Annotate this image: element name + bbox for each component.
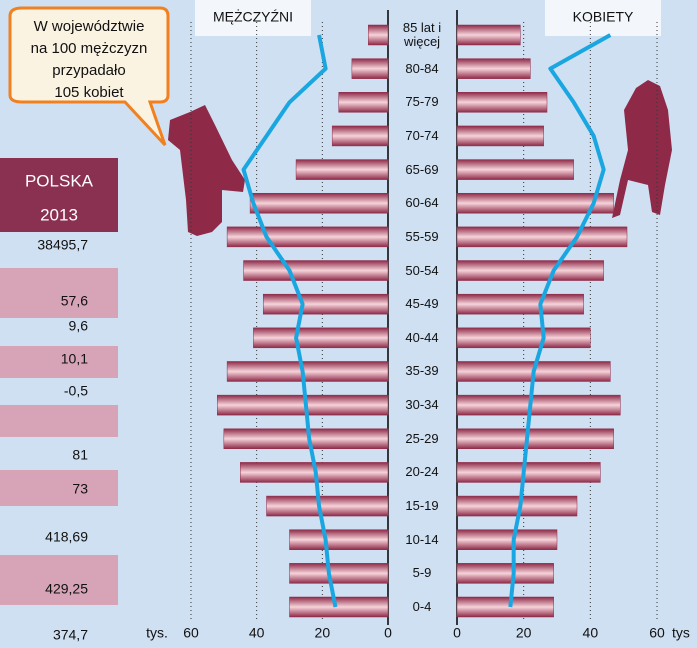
women-label: KOBIETY [573, 9, 634, 25]
callout-text: W województwie [34, 18, 145, 35]
bar [289, 563, 389, 584]
bar [266, 495, 389, 517]
table-value: 81 [72, 447, 88, 463]
table-value: 429,25 [45, 581, 88, 597]
table-value: -0,5 [64, 383, 88, 399]
category-label: 10-14 [405, 531, 439, 547]
bar [243, 260, 389, 281]
x-tick-label: 40 [583, 625, 599, 641]
x-unit-right: tys [672, 625, 690, 641]
category-label: 80-84 [405, 60, 439, 76]
bar [456, 226, 628, 248]
table-value: 9,6 [69, 318, 89, 334]
bar [456, 428, 614, 450]
men-label-box [195, 0, 311, 36]
category-label: 45-49 [405, 296, 439, 312]
table-value: 374,7 [53, 627, 88, 643]
woman-figure [612, 80, 672, 218]
bar [456, 24, 521, 46]
bar [456, 92, 548, 113]
bar [295, 159, 389, 180]
bar [456, 260, 604, 281]
bar [249, 192, 389, 214]
man-figure [168, 105, 245, 236]
x-tick-label: 60 [183, 625, 199, 641]
table-value: 57,6 [61, 293, 88, 309]
bar [456, 596, 554, 618]
category-label: 15-19 [405, 498, 439, 514]
table-header-bg [0, 158, 118, 232]
category-label: 25-29 [405, 430, 439, 446]
x-tick-label: 20 [315, 625, 331, 641]
callout-text: 105 kobiet [54, 84, 124, 101]
category-label: 75-79 [405, 94, 439, 110]
bar [289, 529, 389, 550]
comparison-line [508, 33, 612, 608]
category-label: 85 lat i więcej [402, 20, 442, 49]
bar [226, 361, 389, 382]
table-value: 418,69 [45, 529, 88, 545]
bar [331, 125, 389, 147]
category-label: 5-9 [412, 565, 432, 581]
bar [253, 327, 389, 349]
table-row-bg [0, 405, 118, 437]
x-tick-label: 0 [384, 625, 392, 641]
bar [456, 327, 591, 349]
x-tick-label: 40 [249, 625, 265, 641]
category-label: 50-54 [405, 262, 439, 278]
bar [351, 58, 389, 79]
bar [456, 192, 614, 214]
bar [456, 563, 554, 584]
bar [338, 92, 389, 113]
men-label: MĘŻCZYŹNI [213, 8, 293, 25]
category-label: 0-4 [412, 599, 432, 614]
bar [262, 293, 389, 315]
comparison-line [241, 34, 338, 608]
bar [456, 159, 574, 180]
x-unit-left: tys. [146, 625, 168, 641]
bar [226, 226, 389, 248]
table-value: 38495,7 [37, 237, 88, 253]
table-value: 73 [72, 481, 88, 497]
x-tick-label: 60 [649, 625, 665, 641]
category-label: 30-34 [405, 397, 439, 413]
table-row-bg [0, 268, 118, 318]
x-tick-label: 20 [516, 625, 532, 641]
bar [456, 293, 584, 315]
callout-text: na 100 mężczyzn [31, 40, 148, 57]
bar [456, 58, 531, 79]
table-row-bg [0, 555, 118, 605]
table-header: 2013 [40, 205, 78, 224]
table-value: 10,1 [61, 351, 88, 367]
table-row-bg [0, 470, 118, 506]
category-label: 40-44 [405, 329, 439, 345]
category-label: 70-74 [405, 127, 439, 143]
category-label: 55-59 [405, 228, 439, 244]
bar [223, 428, 389, 450]
women-label-box [545, 0, 661, 36]
bar [456, 529, 558, 550]
bar [456, 394, 621, 416]
bar [289, 596, 389, 618]
bar [456, 462, 601, 483]
category-label: 20-24 [405, 464, 439, 480]
table-header: POLSKA [25, 171, 94, 190]
bar [368, 24, 389, 46]
callout [8, 6, 170, 147]
category-label: 65-69 [405, 161, 439, 177]
category-label: 35-39 [405, 363, 439, 379]
category-label: 60-64 [405, 195, 439, 211]
bar [217, 394, 389, 416]
x-tick-label: 0 [453, 625, 461, 641]
bar [456, 125, 544, 147]
callout-text: przypadało [52, 62, 125, 79]
table-row-bg [0, 346, 118, 378]
